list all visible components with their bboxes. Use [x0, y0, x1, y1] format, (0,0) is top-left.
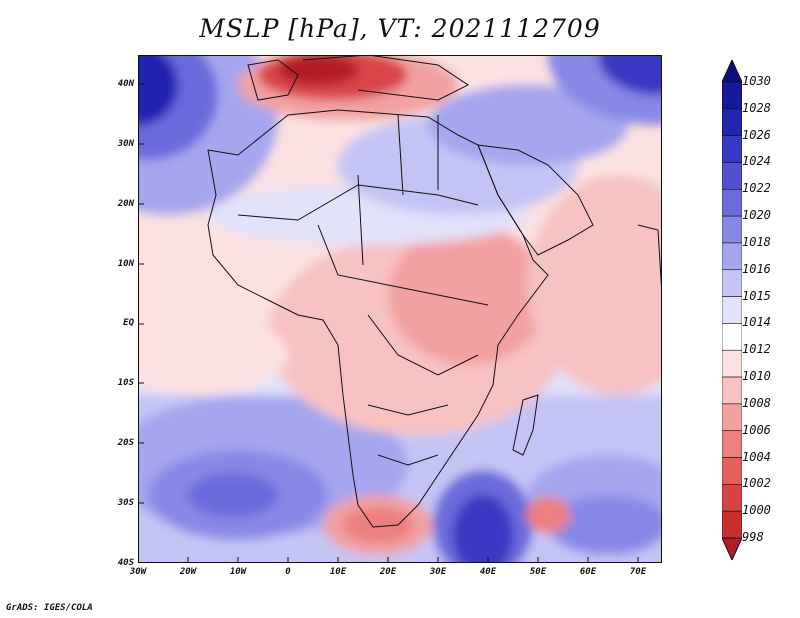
lat-label: 10S [117, 378, 134, 388]
lon-label: 20W [179, 567, 197, 577]
colorbar-level-label: 1026 [742, 127, 771, 142]
colorbar-bottom-arrow [722, 537, 742, 560]
lon-label: 30W [129, 567, 147, 577]
lat-label: 30S [117, 498, 134, 508]
colorbar-level-label: 1006 [742, 422, 771, 437]
colorbar-bin [722, 269, 742, 297]
lat-label: 20S [117, 438, 134, 448]
colorbar-bin [722, 215, 742, 244]
colorbar-level-label: 1022 [742, 181, 771, 196]
colorbar-level-label: 1024 [742, 154, 771, 169]
colorbar-bin [722, 323, 742, 351]
colorbar [722, 60, 742, 560]
colorbar-level-label: 1004 [742, 449, 771, 464]
lon-label: 10E [329, 567, 347, 577]
colorbar-level-label: 1030 [742, 74, 771, 88]
colorbar-level-label: 1012 [742, 342, 771, 357]
colorbar-level-label: 1020 [742, 208, 771, 223]
lon-label: 10W [229, 567, 247, 577]
colorbar-bin [722, 484, 742, 512]
chart-title: MSLP [hPa], VT: 2021112709 [199, 14, 601, 43]
colorbar-bin [722, 188, 742, 217]
colorbar-level-label: 1028 [742, 100, 771, 115]
lon-label: 20E [379, 567, 397, 577]
lon-label: 40E [479, 567, 497, 577]
colorbar-top-arrow [722, 60, 742, 83]
colorbar-bin [722, 135, 742, 163]
colorbar-bin [722, 457, 742, 485]
lat-label: EQ [123, 318, 134, 328]
colorbar-bin [722, 108, 742, 136]
lat-label: 40N [117, 79, 134, 89]
colorbar-level-label: 1018 [742, 234, 771, 249]
lon-label: 70E [629, 567, 647, 577]
lon-label: 0 [285, 567, 291, 577]
colorbar-level-label: 1008 [742, 395, 771, 410]
colorbar-level-label: 1014 [742, 315, 771, 330]
colorbar-bin [722, 81, 742, 110]
colorbar-bin [722, 376, 742, 405]
colorbar-bin [722, 349, 742, 378]
lat-label: 20N [117, 199, 134, 209]
lon-label: 50E [529, 567, 547, 577]
colorbar-level-label: 1010 [742, 369, 771, 384]
grads-credit: GrADS: IGES/COLA [6, 603, 93, 613]
colorbar-level-label: 1000 [742, 503, 771, 518]
lat-label: 30N [117, 139, 134, 149]
lon-label: 30E [429, 567, 447, 577]
colorbar-bin [722, 430, 742, 458]
colorbar-level-label: 1015 [742, 288, 771, 303]
colorbar-level-label: 1002 [742, 476, 771, 491]
lat-label: 10N [117, 259, 134, 269]
lat-label: 40S [117, 558, 134, 568]
colorbar-bin [722, 403, 742, 432]
pressure-map [138, 55, 662, 563]
lon-label: 60E [579, 567, 597, 577]
colorbar-bin [722, 296, 742, 324]
colorbar-bin [722, 510, 742, 539]
colorbar-bin [722, 242, 742, 271]
colorbar-bin [722, 162, 742, 190]
colorbar-level-label: 1016 [742, 261, 771, 276]
colorbar-level-label: 998 [742, 530, 764, 544]
